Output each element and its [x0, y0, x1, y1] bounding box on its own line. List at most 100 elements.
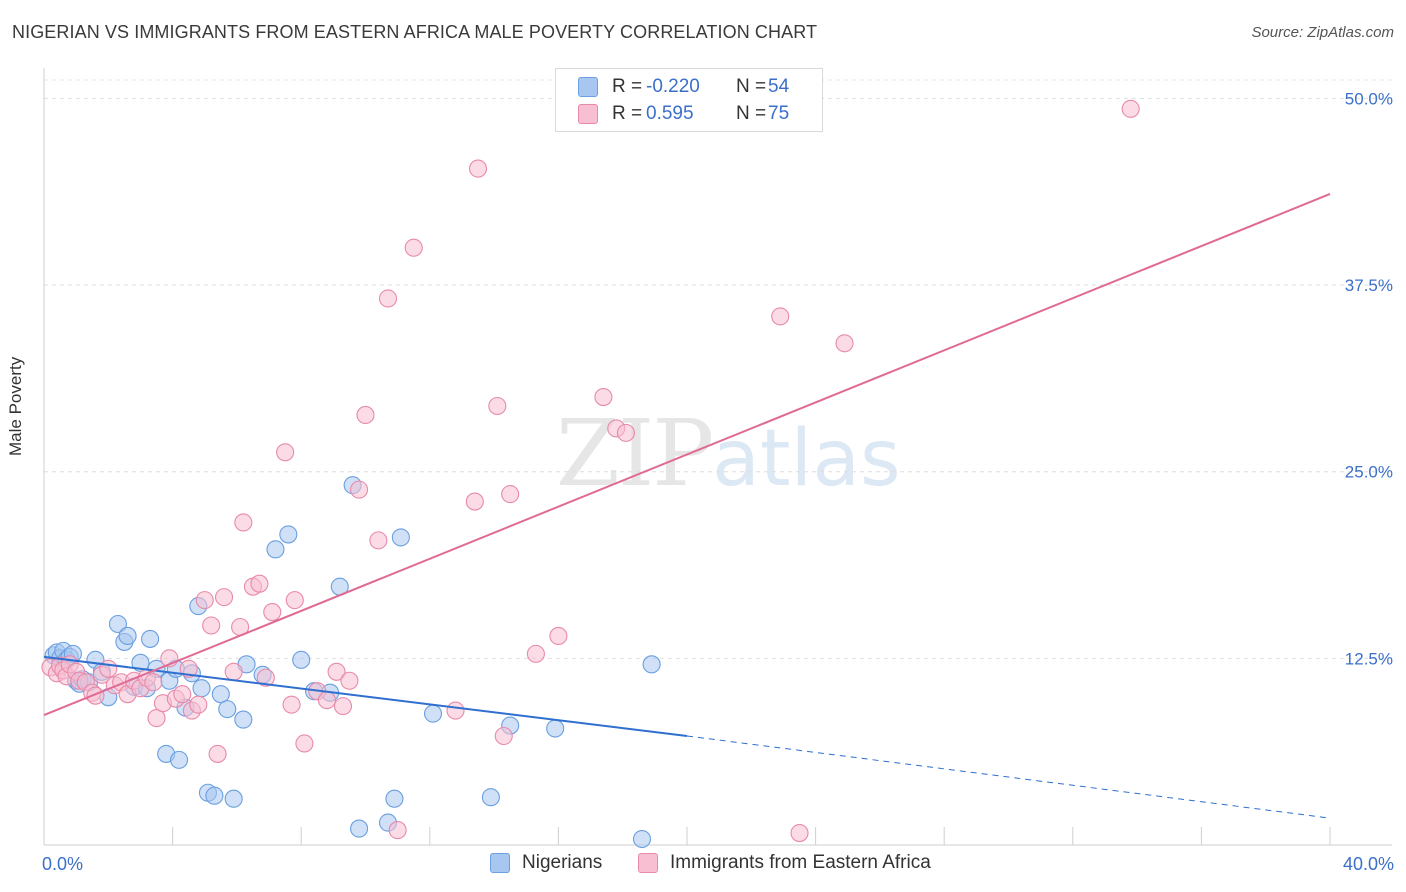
nigerian-point [481, 788, 500, 807]
legend-row-eastern-africa: R = 0.595 N = 75 [578, 101, 789, 127]
eastern-africa-point [526, 644, 545, 663]
eastern-africa-point [1121, 99, 1140, 118]
legend-item-nigerians: Nigerians [490, 852, 602, 874]
eastern-africa-point [369, 531, 388, 550]
legend-label-nigerians: Nigerians [522, 852, 603, 873]
axes [43, 68, 1392, 846]
eastern-africa-point [356, 405, 375, 425]
eastern-africa-point [224, 662, 243, 681]
legend-swatch-nigerians [578, 77, 598, 97]
nigerian-point [292, 650, 311, 669]
eastern-africa-point [771, 307, 790, 326]
eastern-africa-point [285, 591, 304, 610]
eastern-africa-point [501, 485, 520, 504]
legend-item-eastern-africa: Immigrants from Eastern Africa [638, 852, 931, 874]
n-label: N = [736, 76, 767, 97]
x-tick-label: 0.0% [42, 854, 83, 874]
eastern-africa-point [835, 334, 854, 353]
nigerian-point [546, 719, 565, 738]
legend-swatch-eastern-africa [578, 104, 598, 124]
legend-swatch-eastern-africa [638, 853, 658, 873]
eastern-africa-point [350, 480, 369, 499]
nigerian-point [192, 679, 211, 698]
trend-lines [43, 193, 1331, 819]
eastern-africa-point [468, 159, 488, 178]
nigerian-point [266, 540, 285, 559]
nigerian-point [234, 710, 253, 729]
legend-swatch-nigerians [490, 853, 510, 873]
y-tick-label: 12.5% [1345, 649, 1393, 668]
nigerian-trend-extension [686, 735, 1331, 819]
tick-labels: 12.5% 25.0% 37.5% 50.0% 0.0% 40.0% [42, 89, 1394, 874]
nigerian-point [391, 528, 410, 547]
r-value: 0.595 [646, 103, 694, 124]
eastern-africa-point [250, 574, 269, 593]
nigerian-point [218, 700, 237, 719]
watermark-atlas: atlas [712, 414, 901, 504]
source-label: Source: ZipAtlas.com [1251, 24, 1394, 41]
eastern-africa-point [195, 591, 214, 610]
eastern-africa-point [488, 396, 507, 416]
eastern-africa-point [388, 821, 407, 840]
eastern-africa-point [173, 685, 192, 704]
correlation-legend: R = -0.220 N = 54 R = 0.595 N = 75 [555, 68, 823, 132]
eastern-africa-point [333, 697, 353, 716]
eastern-africa-point [317, 691, 336, 710]
nigerian-point [205, 786, 224, 805]
nigerian-point [131, 653, 150, 672]
eastern-africa-point [616, 423, 635, 442]
eastern-africa-point [790, 824, 809, 843]
nigerian-point [632, 829, 652, 849]
nigerian-point [279, 525, 298, 544]
eastern-africa-point [189, 695, 208, 714]
eastern-africa-point [179, 659, 198, 678]
nigerian-point [108, 614, 127, 634]
nigerian-point [350, 819, 369, 838]
n-label: N = [736, 103, 767, 124]
eastern-africa-point [99, 659, 118, 678]
y-tick-label: 50.0% [1345, 89, 1393, 108]
eastern-africa-point [446, 701, 465, 720]
eastern-africa-point [295, 734, 314, 753]
nigerian-point [423, 704, 443, 723]
eastern-africa-point [494, 726, 513, 746]
eastern-africa-point [549, 626, 568, 646]
nigerian-point [141, 629, 160, 648]
data-points [41, 99, 1140, 849]
eastern-africa-point [327, 662, 346, 681]
eastern-africa-point [86, 686, 105, 705]
r-label: R = [612, 76, 643, 97]
eastern-africa-point [147, 709, 166, 728]
y-axis-label: Male Poverty [6, 356, 25, 456]
eastern-africa-point [256, 668, 275, 687]
legend-row-nigerians: R = -0.220 N = 54 [578, 74, 789, 100]
eastern-africa-trend-line [43, 193, 1331, 717]
nigerian-point [224, 789, 243, 808]
nigerian-point [385, 789, 404, 808]
eastern-africa-point [282, 695, 301, 714]
r-value: -0.220 [646, 76, 700, 97]
eastern-africa-point [202, 616, 221, 635]
x-tick-label: 40.0% [1343, 854, 1394, 874]
nigerian-point [169, 750, 189, 769]
eastern-africa-point [208, 744, 227, 763]
n-value: 54 [768, 76, 790, 97]
y-tick-label: 37.5% [1345, 276, 1393, 295]
eastern-africa-point [465, 492, 484, 511]
eastern-africa-point [378, 289, 398, 308]
y-tick-label: 25.0% [1345, 463, 1393, 482]
eastern-africa-point [594, 387, 613, 407]
eastern-africa-point [263, 603, 282, 622]
eastern-africa-point [234, 513, 253, 532]
n-value: 75 [768, 103, 790, 124]
grid [44, 79, 1392, 659]
eastern-africa-point [340, 671, 359, 690]
r-label: R = [612, 103, 643, 124]
nigerian-point [211, 685, 230, 704]
eastern-africa-point [214, 588, 234, 607]
watermark: ZIPatlas [556, 400, 901, 507]
nigerian-point [642, 655, 661, 674]
chart-title: NIGERIAN VS IMMIGRANTS FROM EASTERN AFRI… [12, 22, 818, 42]
legend-label-eastern-africa: Immigrants from Eastern Africa [670, 852, 931, 873]
